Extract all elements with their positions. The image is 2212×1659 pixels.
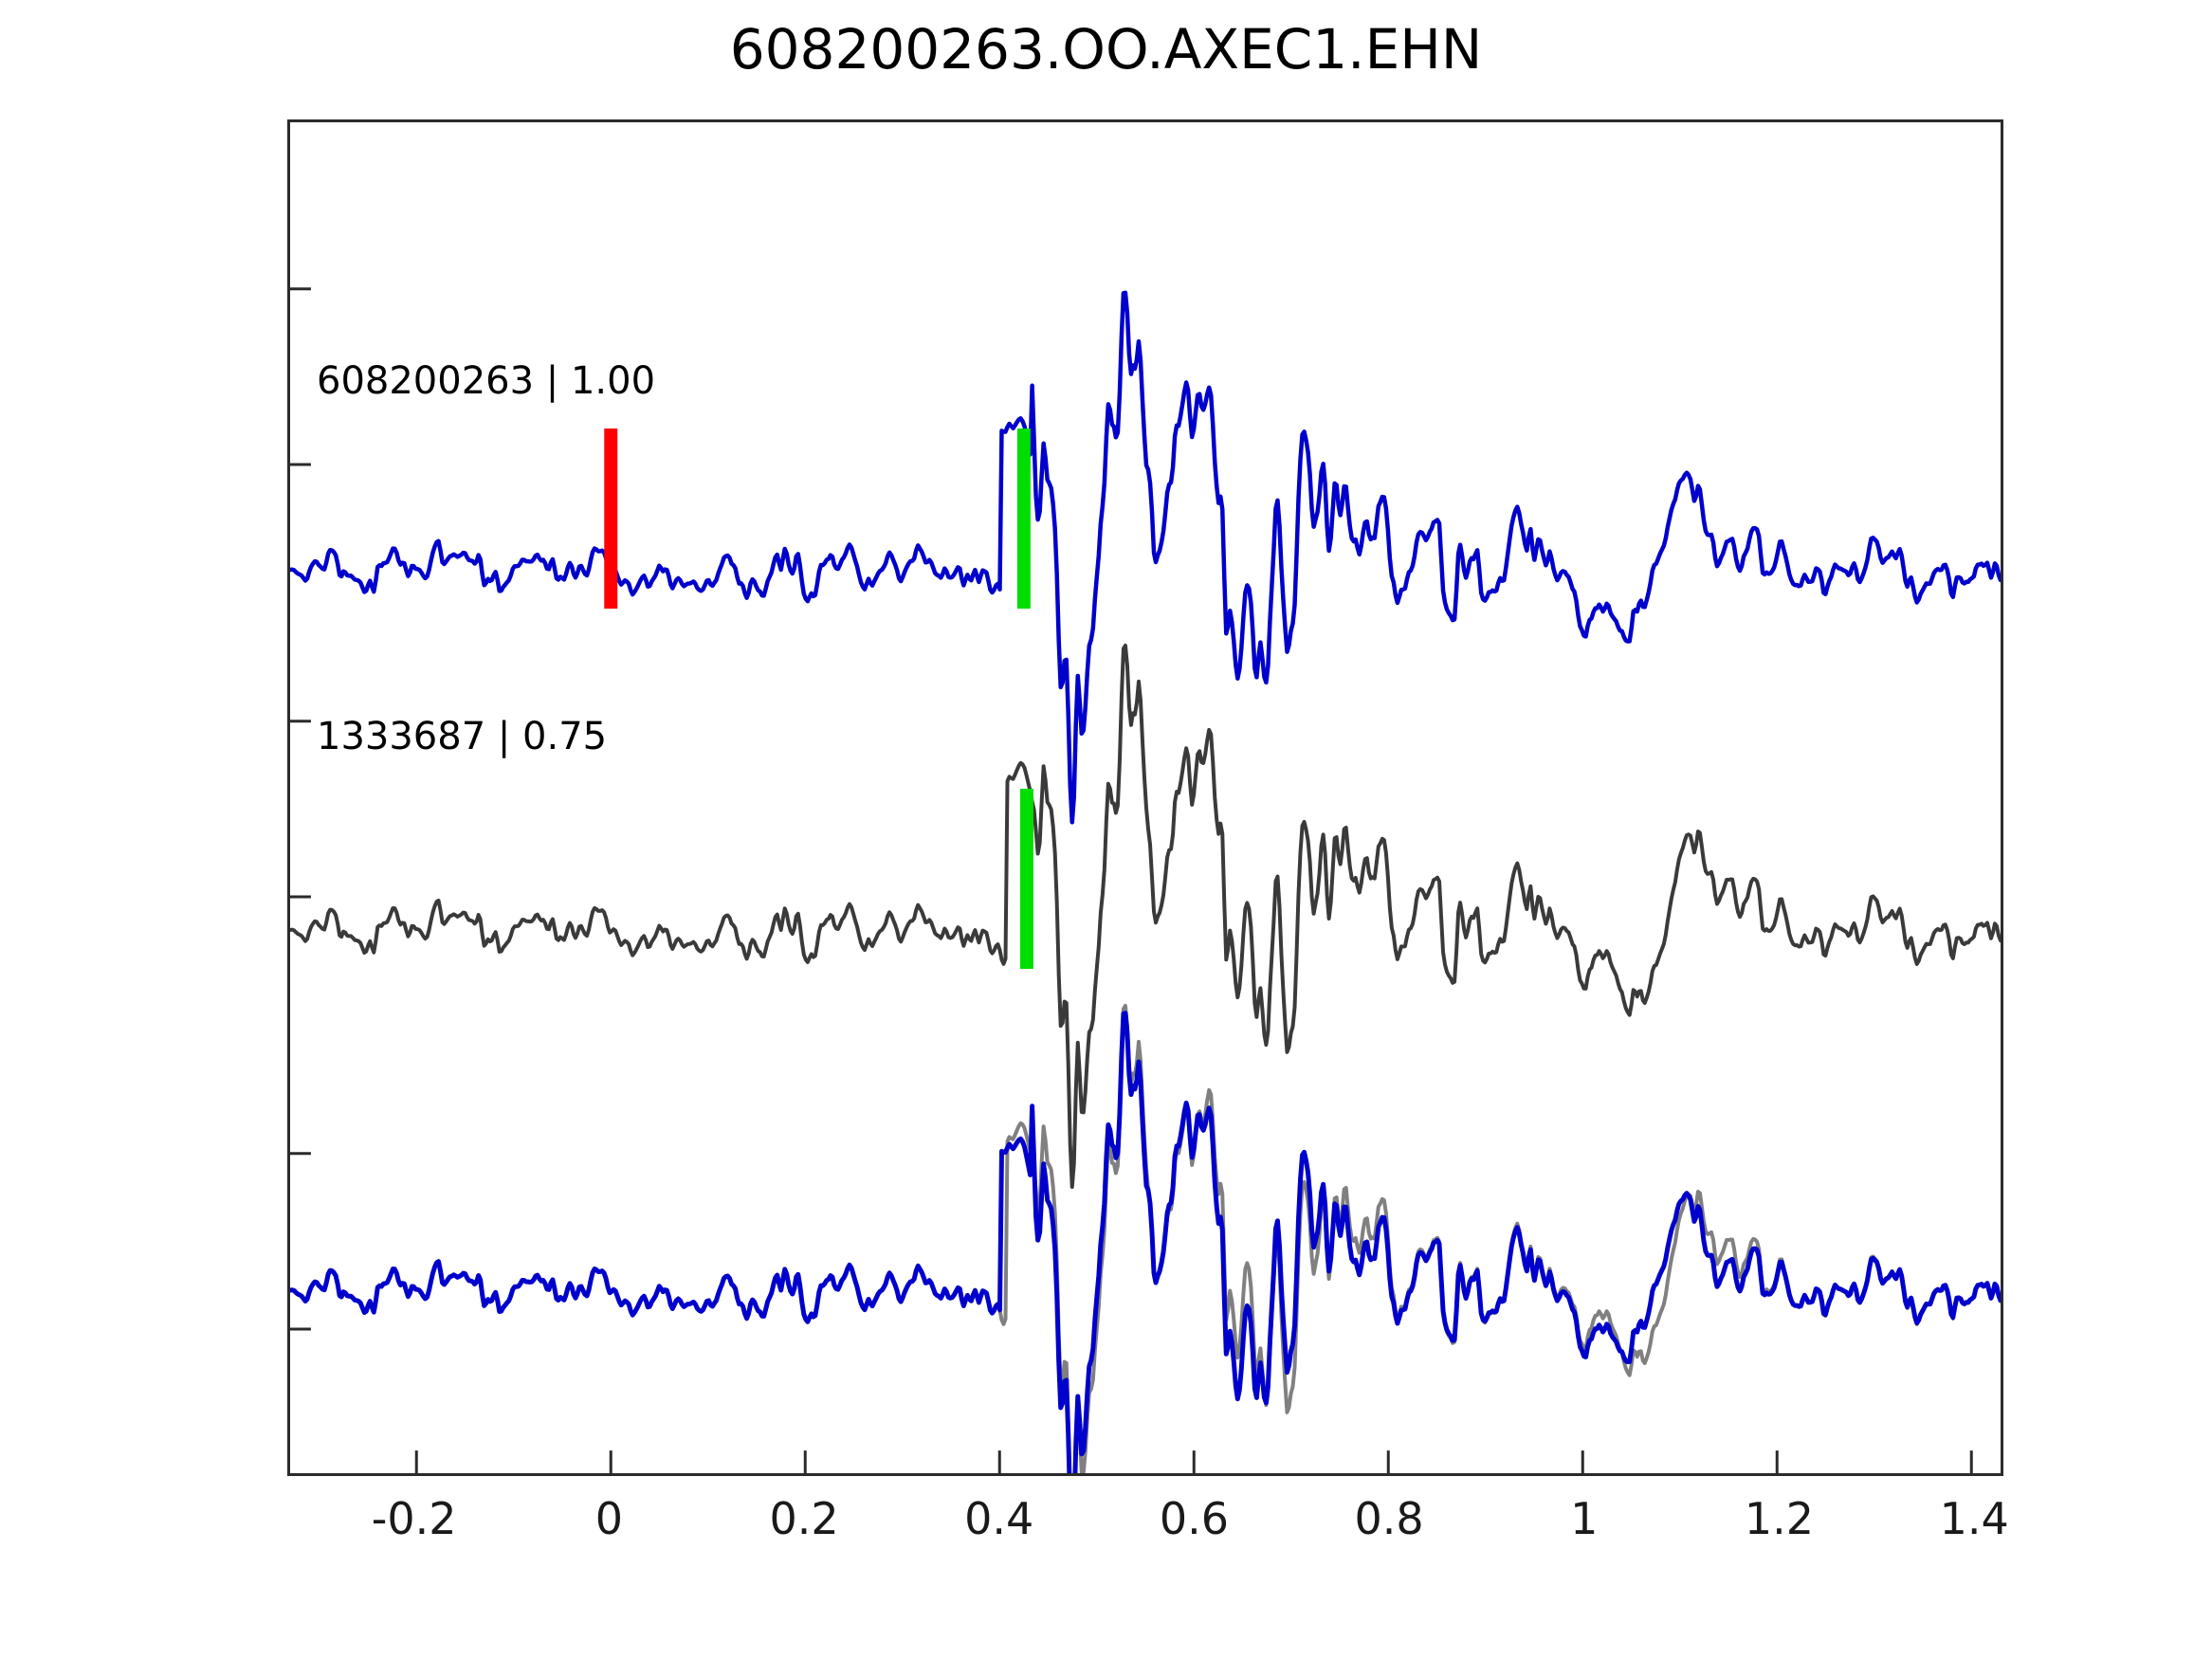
page-title: 608200263.OO.AXEC1.EHN <box>729 17 1483 82</box>
x-tick-label: -0.2 <box>371 1493 457 1544</box>
x-tick-label: 0 <box>594 1493 624 1544</box>
plot-area: 608200263 | 1.00 1333687 | 0.75 <box>287 119 2003 1476</box>
trace-paths <box>290 290 2001 1473</box>
x-tick-label: 0.4 <box>964 1493 1034 1544</box>
trace-detection-black <box>290 643 2001 1190</box>
trace-label-detection: 1333687 | 0.75 <box>317 715 608 758</box>
p-pick-marker <box>604 428 618 609</box>
trace-label-template: 608200263 | 1.00 <box>317 359 656 403</box>
x-tick-label: 1.4 <box>1939 1493 2009 1544</box>
trace-overlay-gray <box>290 1003 2001 1473</box>
trace-overlay-blue <box>290 1011 2001 1473</box>
x-tick-label: 0.8 <box>1354 1493 1424 1544</box>
x-tick-label: 1.2 <box>1744 1493 1815 1544</box>
x-tick-label: 1 <box>1570 1493 1599 1544</box>
s-pick-marker-template <box>1016 428 1031 609</box>
s-pick-marker-detection <box>1019 789 1033 969</box>
axis-ticks <box>290 287 1973 1473</box>
x-tick-label: 0.6 <box>1159 1493 1229 1544</box>
waveform-canvas <box>290 287 2001 1473</box>
pick-markers <box>604 428 1033 969</box>
trace-template-blue <box>290 290 2001 825</box>
x-tick-label: 0.2 <box>769 1493 839 1544</box>
